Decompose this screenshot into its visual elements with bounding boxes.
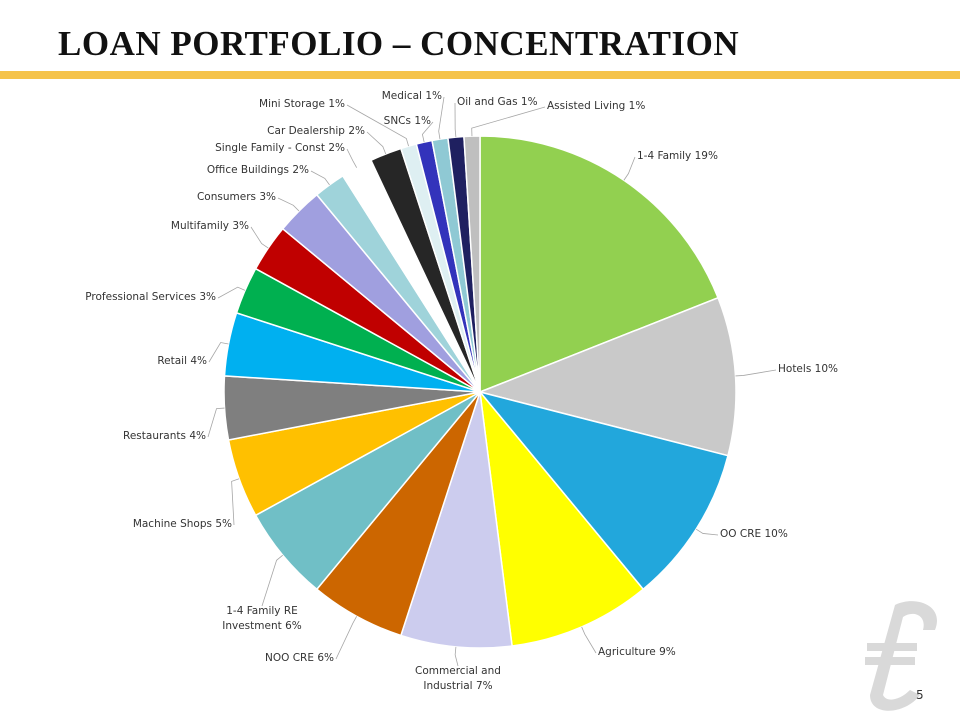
data-label: Medical 1%	[382, 89, 442, 104]
data-label: Restaurants 4%	[123, 429, 206, 444]
leader-line	[695, 528, 719, 536]
data-label: Mini Storage 1%	[259, 97, 345, 112]
data-label: Car Dealership 2%	[267, 124, 365, 139]
label-value: 1%	[414, 115, 431, 127]
leader-line	[277, 197, 300, 212]
data-label: SNCs 1%	[384, 114, 431, 129]
title-rule	[0, 71, 960, 79]
data-label: Commercial and Industrial 7%	[408, 664, 508, 694]
label-value: 1%	[425, 90, 442, 102]
data-label: Assisted Living 1%	[547, 99, 645, 114]
label-value: 4%	[189, 430, 206, 442]
data-label: NOO CRE 6%	[265, 651, 334, 666]
leader-line	[217, 286, 246, 299]
label-category: Restaurants	[123, 430, 186, 442]
leader-line	[471, 106, 546, 137]
label-category: Office Buildings	[206, 164, 289, 176]
label-value: 2%	[292, 164, 309, 176]
data-label: Consumers 3%	[197, 190, 276, 205]
data-label: 1-4 Family 19%	[637, 149, 718, 164]
data-label: Retail 4%	[157, 354, 207, 369]
data-label: Oil and Gas 1%	[457, 95, 538, 110]
label-category: 1-4 Family RE Investment	[222, 605, 298, 632]
leader-line	[454, 102, 457, 138]
data-label: Office Buildings 2%	[207, 163, 309, 178]
leader-line	[208, 342, 229, 363]
data-label: Single Family - Const 2%	[215, 141, 345, 156]
label-value: 9%	[659, 646, 676, 658]
pie-slice	[399, 391, 513, 649]
label-category: Mini Storage	[259, 98, 325, 110]
label-value: 19%	[694, 150, 718, 162]
data-label: OO CRE 10%	[720, 527, 788, 542]
label-category: Assisted Living	[547, 100, 626, 112]
label-category: Commercial and Industrial	[415, 665, 501, 692]
slide-title: LOAN PORTFOLIO – CONCENTRATION	[58, 24, 740, 63]
label-value: 1%	[628, 100, 646, 112]
label-category: Agriculture	[598, 646, 656, 658]
label-value: 4%	[190, 355, 207, 367]
label-category: Oil and Gas	[457, 96, 518, 108]
label-value: 10%	[764, 528, 788, 540]
leader-line	[438, 96, 445, 140]
label-value: 3%	[232, 220, 249, 232]
label-category: Car Dealership	[267, 125, 345, 137]
data-label: Agriculture 9%	[598, 645, 676, 660]
label-value: 6%	[317, 652, 334, 664]
label-category: Machine Shops	[132, 518, 212, 530]
label-value: 2%	[348, 125, 365, 137]
label-value: 3%	[199, 291, 216, 303]
data-label: Multifamily 3%	[171, 219, 249, 234]
logo	[865, 601, 937, 711]
label-value: 10%	[814, 363, 838, 375]
label-value: 7%	[475, 680, 493, 692]
leader-line	[581, 626, 597, 654]
label-value: 2%	[328, 142, 345, 154]
data-label: Machine Shops 5%	[133, 517, 232, 532]
leader-line	[207, 407, 225, 438]
label-value: 3%	[259, 191, 276, 203]
data-label: 1-4 Family RE Investment 6%	[212, 604, 312, 634]
label-value: 5%	[215, 518, 232, 530]
pie-slice	[477, 390, 729, 591]
leader-line	[454, 646, 459, 667]
label-category: Hotels	[778, 363, 812, 375]
label-category: Medical	[381, 90, 422, 102]
leader-line	[421, 121, 434, 143]
leader-line	[366, 131, 387, 155]
leader-line	[250, 226, 269, 249]
page-number: 5	[916, 688, 924, 702]
label-category: Retail	[157, 355, 187, 367]
pie-slice	[478, 389, 645, 647]
pie-slice	[477, 296, 737, 457]
label-category: Single Family - Const	[215, 142, 325, 154]
label-value: 6%	[285, 620, 302, 632]
leader-line	[310, 170, 330, 186]
leader-line	[261, 554, 284, 607]
data-label: Professional Services 3%	[85, 290, 216, 305]
data-label: Hotels 10%	[778, 362, 838, 377]
label-category: 1-4 Family	[637, 150, 692, 162]
leader-line	[623, 156, 636, 181]
leader-line	[346, 148, 358, 168]
label-category: NOO CRE	[265, 652, 314, 664]
leader-line	[231, 478, 240, 526]
label-value: 1%	[328, 98, 345, 110]
leader-line	[335, 616, 358, 660]
label-value: 1%	[520, 96, 538, 108]
label-category: Professional Services	[85, 291, 196, 303]
label-category: Consumers	[196, 191, 256, 203]
leader-line	[735, 369, 777, 377]
label-category: SNCs	[383, 115, 411, 127]
label-category: OO CRE	[720, 528, 762, 540]
label-category: Multifamily	[170, 220, 229, 232]
pie-slice	[479, 135, 719, 394]
leader-line	[346, 104, 409, 147]
